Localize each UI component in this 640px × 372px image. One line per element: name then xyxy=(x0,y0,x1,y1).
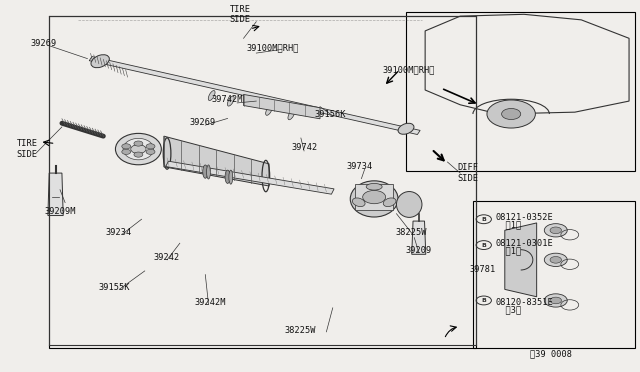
Ellipse shape xyxy=(353,198,365,206)
Circle shape xyxy=(146,149,155,154)
Text: 39234: 39234 xyxy=(105,228,131,237)
Text: 39742M: 39742M xyxy=(212,95,243,104)
Text: 39269: 39269 xyxy=(30,39,56,48)
Text: 1、: 1、 xyxy=(495,220,522,229)
Text: 39100M〈RH〉: 39100M〈RH〉 xyxy=(246,43,300,52)
Ellipse shape xyxy=(266,105,273,115)
Polygon shape xyxy=(89,57,420,135)
Ellipse shape xyxy=(398,123,414,134)
Text: 39742: 39742 xyxy=(291,144,317,153)
Circle shape xyxy=(122,144,131,149)
Polygon shape xyxy=(48,173,63,215)
Text: 39269: 39269 xyxy=(189,118,216,126)
Ellipse shape xyxy=(203,165,208,178)
Circle shape xyxy=(544,224,567,237)
Ellipse shape xyxy=(91,55,109,68)
Text: 39781: 39781 xyxy=(470,264,496,273)
Polygon shape xyxy=(355,184,394,210)
Ellipse shape xyxy=(229,170,233,184)
Text: 39100M〈RH〉: 39100M〈RH〉 xyxy=(383,65,435,74)
Circle shape xyxy=(502,109,521,119)
Ellipse shape xyxy=(366,183,382,190)
Text: 08121-0352E: 08121-0352E xyxy=(495,213,553,222)
Polygon shape xyxy=(244,94,320,119)
Ellipse shape xyxy=(396,192,422,217)
Ellipse shape xyxy=(207,165,211,179)
Text: 〹39 0008: 〹39 0008 xyxy=(531,350,572,359)
Circle shape xyxy=(544,294,567,307)
Text: DIFF
SIDE: DIFF SIDE xyxy=(457,163,478,183)
Text: 08120-8351E: 08120-8351E xyxy=(495,298,553,307)
Text: B: B xyxy=(481,243,486,248)
Text: 39209M: 39209M xyxy=(45,207,76,217)
Circle shape xyxy=(363,190,386,204)
Circle shape xyxy=(122,149,131,154)
Ellipse shape xyxy=(225,170,230,183)
Circle shape xyxy=(134,152,143,157)
Ellipse shape xyxy=(227,96,234,106)
Ellipse shape xyxy=(350,181,398,217)
Text: 38225W: 38225W xyxy=(285,326,316,335)
Circle shape xyxy=(550,297,561,304)
Text: 39242: 39242 xyxy=(153,253,179,263)
Circle shape xyxy=(550,257,561,263)
Circle shape xyxy=(544,253,567,266)
Circle shape xyxy=(131,145,146,154)
Ellipse shape xyxy=(123,138,154,160)
Text: B: B xyxy=(481,217,486,222)
Circle shape xyxy=(146,144,155,149)
Polygon shape xyxy=(164,136,269,186)
Polygon shape xyxy=(166,161,334,194)
Ellipse shape xyxy=(288,110,294,120)
Text: 39734: 39734 xyxy=(347,162,373,171)
Polygon shape xyxy=(505,223,537,297)
Ellipse shape xyxy=(115,134,161,165)
Circle shape xyxy=(487,100,536,128)
Ellipse shape xyxy=(383,198,396,206)
Text: 08121-0301E: 08121-0301E xyxy=(495,239,553,248)
Text: TIRE
SIDE: TIRE SIDE xyxy=(230,4,251,24)
Text: TIRE
SIDE: TIRE SIDE xyxy=(17,140,37,159)
Text: B: B xyxy=(481,298,486,303)
Circle shape xyxy=(134,141,143,146)
Text: 3、: 3、 xyxy=(495,305,522,314)
Ellipse shape xyxy=(208,90,215,100)
Text: 39155K: 39155K xyxy=(99,283,131,292)
Text: 38225W: 38225W xyxy=(395,228,427,237)
Text: 39242M: 39242M xyxy=(195,298,226,307)
Text: 39209: 39209 xyxy=(405,246,431,255)
Text: 39156K: 39156K xyxy=(315,109,346,119)
Text: 1、: 1、 xyxy=(495,246,522,255)
Polygon shape xyxy=(412,221,426,254)
Circle shape xyxy=(550,227,561,234)
